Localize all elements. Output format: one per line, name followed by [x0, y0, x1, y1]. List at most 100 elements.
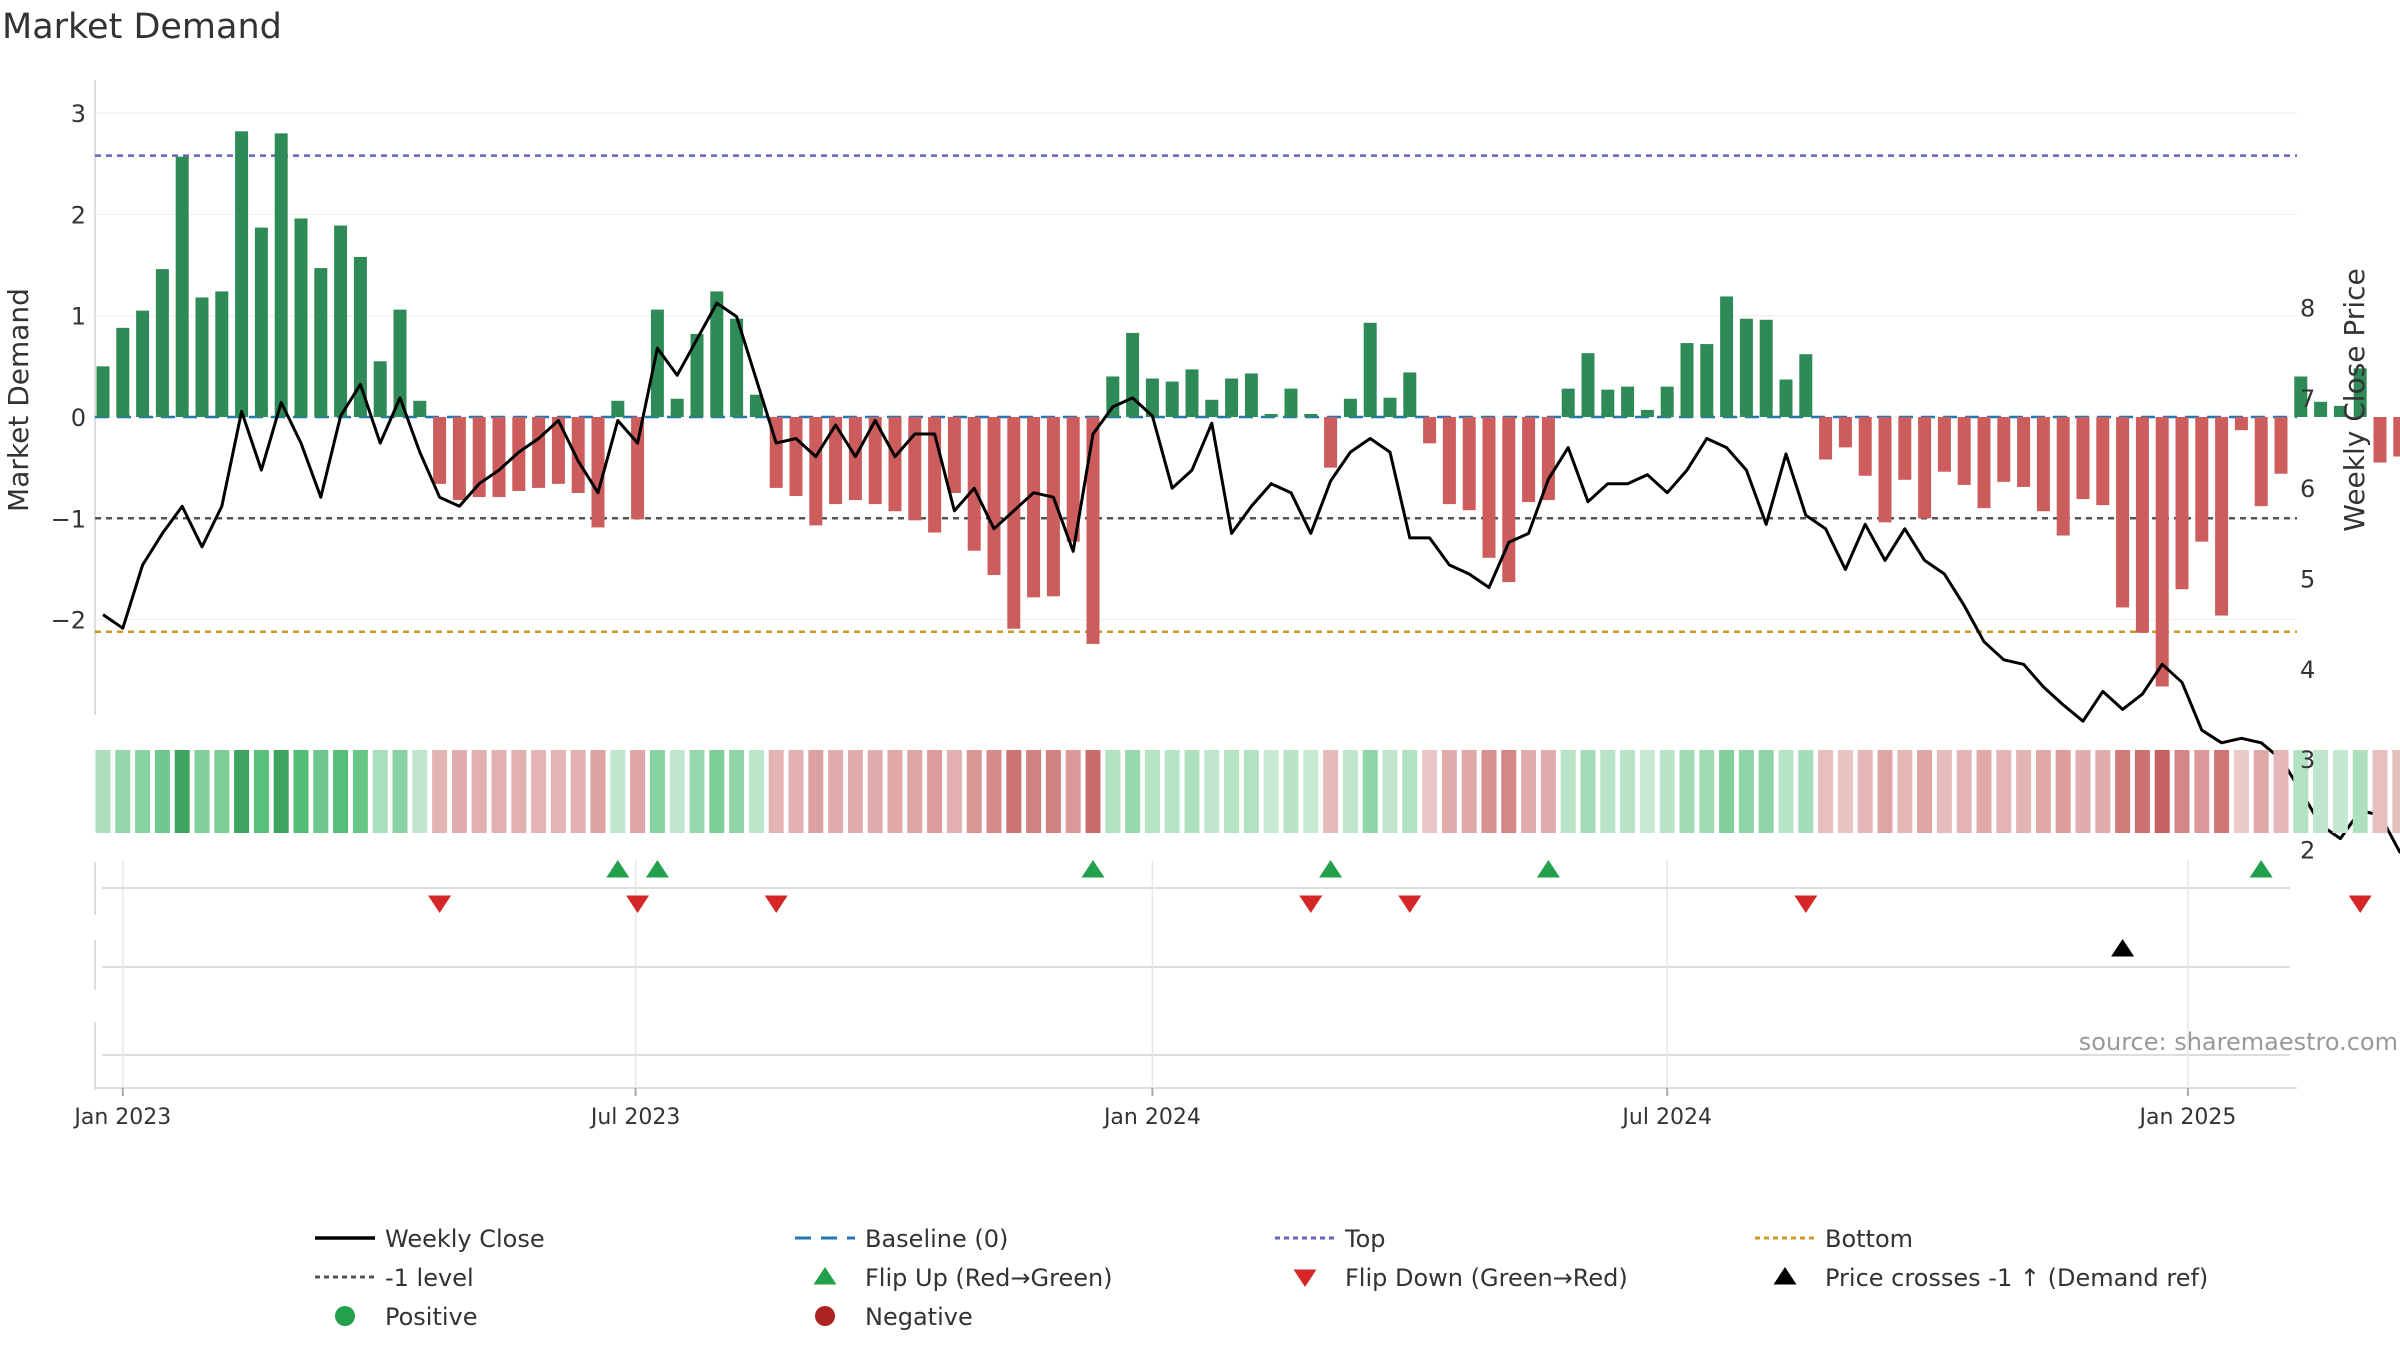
demand-bar	[215, 291, 229, 417]
heat-cell	[1521, 750, 1537, 833]
legend-label: Baseline (0)	[865, 1225, 1008, 1253]
heat-cell	[649, 750, 665, 833]
demand-bar	[1937, 417, 1951, 472]
heat-cell	[1956, 750, 1972, 833]
heat-cell	[2016, 750, 2032, 833]
heat-cell	[2392, 750, 2400, 833]
flip-up-marker	[606, 860, 630, 878]
demand-bar	[472, 417, 486, 498]
demand-bar	[1145, 378, 1159, 417]
heat-cell	[194, 750, 210, 833]
demand-bar	[353, 256, 367, 417]
heat-cell	[828, 750, 844, 833]
demand-bar	[1264, 413, 1278, 417]
demand-bar	[749, 394, 763, 417]
heat-cell	[927, 750, 943, 833]
heat-cell	[788, 750, 804, 833]
demand-bar	[2175, 417, 2189, 590]
heat-cell	[1144, 750, 1160, 833]
demand-bar	[1640, 409, 1654, 417]
demand-bar	[2393, 417, 2400, 457]
heat-cell	[748, 750, 764, 833]
demand-bar	[1244, 373, 1258, 417]
demand-bar	[591, 417, 605, 528]
heat-cell	[768, 750, 784, 833]
demand-bar	[1066, 417, 1080, 542]
demand-bar	[136, 310, 150, 417]
heat-cell	[946, 750, 962, 833]
legend-label: Flip Down (Green→Red)	[1345, 1264, 1628, 1292]
y-axis-label-right: Weekly Close Price	[2338, 268, 2371, 531]
heat-cell	[1936, 750, 1952, 833]
heat-cell	[1362, 750, 1378, 833]
heat-cell	[1580, 750, 1596, 833]
demand-bar	[195, 297, 209, 417]
heat-cell	[986, 750, 1002, 833]
y-tick-label-left: 0	[71, 404, 86, 432]
heat-cell	[1422, 750, 1438, 833]
demand-bar	[1759, 319, 1773, 417]
weekly-close-line	[102, 301, 2400, 854]
demand-bar	[294, 218, 308, 417]
demand-bar	[888, 417, 902, 512]
heat-cell	[154, 750, 170, 833]
heat-cell	[1877, 750, 1893, 833]
demand-bar	[235, 131, 249, 418]
heat-cell	[1501, 750, 1517, 833]
heat-cell	[1461, 750, 1477, 833]
demand-bar	[1185, 369, 1199, 417]
heat-cell	[550, 750, 566, 833]
heat-cell	[2174, 750, 2190, 833]
heat-cell	[511, 750, 527, 833]
heat-cell	[491, 750, 507, 833]
demand-bar	[868, 417, 882, 505]
heat-cell	[1699, 750, 1715, 833]
heat-cell	[1283, 750, 1299, 833]
demand-bar	[1403, 372, 1417, 417]
y-tick-label-right: 2	[2300, 836, 2315, 864]
heat-cell	[2332, 750, 2348, 833]
flip-up-marker	[1536, 860, 1560, 878]
heat-cell	[2214, 750, 2230, 833]
heat-cell	[1243, 750, 1259, 833]
demand-bar	[2056, 417, 2070, 536]
heat-cell	[273, 750, 289, 833]
demand-bar	[334, 225, 348, 417]
legend-item: Flip Down (Green→Red)	[1293, 1264, 1628, 1292]
heat-cell	[531, 750, 547, 833]
y-tick-label-right: 7	[2300, 385, 2315, 413]
heat-cell	[847, 750, 863, 833]
demand-bar	[1838, 417, 1852, 448]
y-tick-label-right: 3	[2300, 746, 2315, 774]
demand-bar	[532, 417, 546, 488]
demand-bar	[2096, 417, 2110, 506]
demand-bars	[96, 131, 2400, 687]
demand-bar	[1225, 378, 1239, 417]
heat-cell	[352, 750, 368, 833]
demand-heat-strip	[95, 750, 2400, 833]
heat-cell	[1778, 750, 1794, 833]
heat-cell	[1560, 750, 1576, 833]
demand-bar	[1621, 386, 1635, 417]
y-tick-label-right: 8	[2300, 295, 2315, 323]
demand-bar	[2155, 417, 2169, 687]
legend-swatch-triangle-up	[1773, 1267, 1797, 1285]
legend-label: Negative	[865, 1303, 973, 1331]
heat-cell	[95, 750, 111, 833]
demand-bar	[1383, 397, 1397, 417]
demand-bar	[1858, 417, 1872, 476]
demand-bar	[1027, 417, 1041, 598]
heat-cell	[1184, 750, 1200, 833]
heat-cell	[2115, 750, 2131, 833]
demand-bar	[1918, 417, 1932, 519]
demand-bar	[175, 156, 189, 417]
legend-label: Positive	[385, 1303, 478, 1331]
heat-cell	[2233, 750, 2249, 833]
demand-bar	[2294, 376, 2308, 417]
flip-up-marker	[645, 860, 669, 878]
chart-title: Market Demand	[2, 7, 282, 47]
heat-cell	[1857, 750, 1873, 833]
price-cross-marker	[2111, 939, 2135, 957]
demand-bar	[2234, 417, 2248, 431]
x-tick-label: Jan 2023	[72, 1105, 171, 1130]
